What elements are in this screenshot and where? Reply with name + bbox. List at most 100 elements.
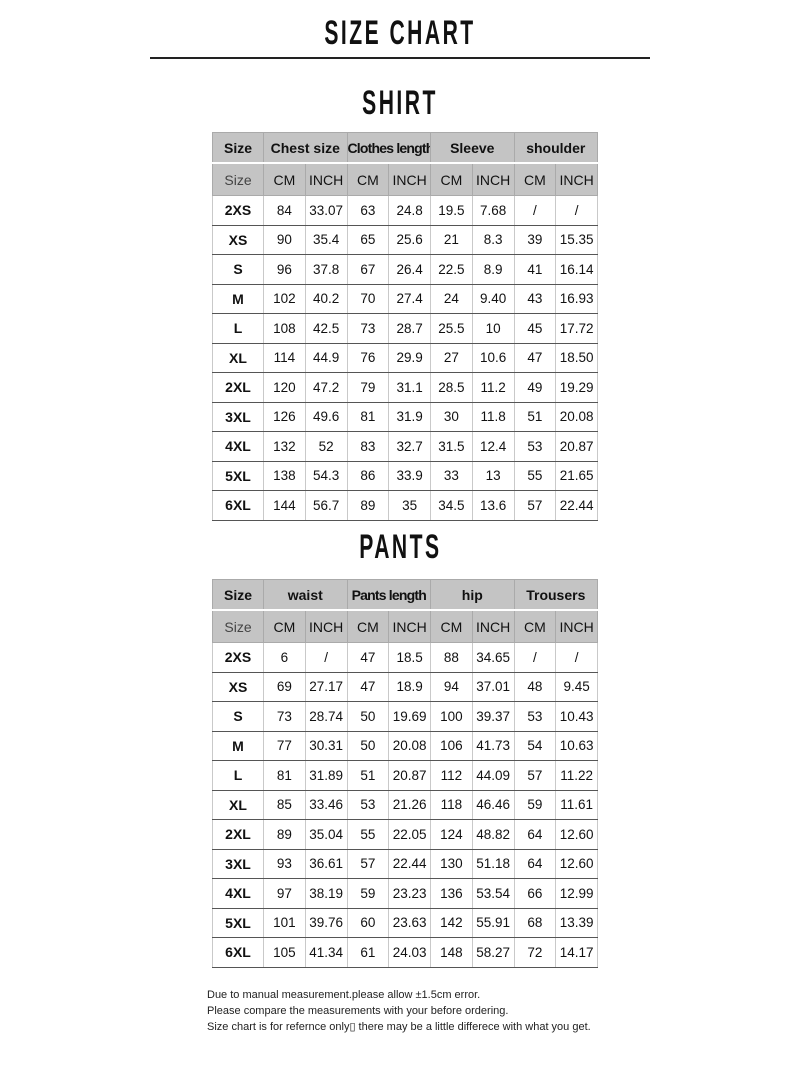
measurement-cell: 55 (346, 819, 390, 850)
measurement-cell: 20.87 (388, 760, 432, 791)
measurement-cell: 10.6 (471, 342, 515, 373)
measurement-cell: 20.08 (388, 730, 432, 761)
measurement-cell: 47 (346, 671, 390, 702)
table-row: 2XL 89 35.04 55 22.05 124 48.82 64 12.60 (212, 819, 599, 850)
table-row: XS 69 27.17 47 18.9 94 37.01 48 9.45 (212, 671, 599, 702)
measurement-cell: 16.93 (555, 283, 598, 314)
measurement-cell: 89 (346, 490, 390, 521)
table-row: XL 85 33.46 53 21.26 118 46.46 59 11.61 (212, 789, 599, 820)
measurement-cell: 81 (346, 401, 390, 432)
measurement-cell: 53 (513, 431, 557, 462)
measurement-cell: 54 (513, 730, 557, 761)
size-label-cell: 6XL (212, 937, 264, 968)
column-group-header: Clothes length (346, 132, 431, 164)
measurement-cell: 44.9 (304, 342, 348, 373)
page-title-text: SIZE CHART (324, 14, 476, 52)
measurement-cell: 27 (430, 342, 473, 373)
measurement-cell: 85 (263, 789, 306, 820)
measurement-cell: 26.4 (388, 254, 431, 285)
measurement-cell: 83 (346, 431, 390, 462)
measurement-cell: 43 (513, 283, 557, 314)
note-line: Size chart is for refernce only▯ there m… (207, 1021, 591, 1033)
pants-title-text: PANTS (358, 528, 442, 566)
measurement-cell: 24.8 (388, 195, 431, 226)
size-label-cell: M (212, 283, 264, 314)
measurement-cell: 51 (346, 760, 390, 791)
measurement-notes: Due to manual measurement.please allow ±… (207, 987, 591, 1035)
measurement-cell: 33.9 (388, 460, 431, 491)
table-row: 4XL 97 38.19 59 23.23 136 53.54 66 12.99 (212, 878, 599, 909)
measurement-cell: 9.45 (555, 671, 599, 702)
measurement-cell: 94 (430, 671, 473, 702)
measurement-cell: / (304, 642, 348, 673)
measurement-cell: 39 (513, 224, 557, 255)
measurement-cell: 41 (513, 254, 557, 285)
measurement-cell: 35.04 (304, 819, 348, 850)
measurement-cell: 106 (430, 730, 473, 761)
measurement-cell: 53 (513, 701, 557, 732)
size-label-cell: XS (212, 671, 264, 702)
unit-header-row: Size CM INCH CM INCH CM INCH CM INCH (212, 162, 598, 196)
measurement-cell: 31.9 (388, 401, 431, 432)
measurement-cell: 67 (346, 254, 390, 285)
measurement-cell: 19.5 (430, 195, 473, 226)
measurement-cell: 68 (513, 907, 557, 938)
measurement-cell: 15.35 (555, 224, 598, 255)
measurement-cell: 35.4 (304, 224, 348, 255)
measurement-cell: 142 (430, 907, 473, 938)
shirt-section-title: SHIRT (0, 84, 800, 123)
measurement-cell: 81 (263, 760, 306, 791)
size-label-cell: S (212, 701, 264, 732)
measurement-cell: 89 (263, 819, 306, 850)
note-line: Please compare the measurements with you… (207, 1005, 509, 1017)
measurement-cell: 69 (263, 671, 306, 702)
measurement-cell: 37.8 (304, 254, 348, 285)
measurement-cell: 77 (263, 730, 306, 761)
measurement-cell: 105 (263, 937, 306, 968)
unit-header: CM (263, 162, 306, 196)
measurement-cell: 45 (513, 313, 557, 344)
measurement-cell: 56.7 (304, 490, 348, 521)
measurement-cell: 42.5 (304, 313, 348, 344)
measurement-cell: 90 (263, 224, 306, 255)
measurement-cell: 24.03 (388, 937, 432, 968)
measurement-cell: 36.61 (304, 848, 348, 879)
table-row: S 96 37.8 67 26.4 22.5 8.9 41 16.14 (212, 254, 598, 285)
measurement-cell: / (555, 642, 599, 673)
column-group-header: Chest size (263, 132, 348, 164)
measurement-cell: 47 (346, 642, 390, 673)
unit-header: INCH (388, 609, 432, 643)
table-row: 2XL 120 47.2 79 31.1 28.5 11.2 49 19.29 (212, 372, 598, 403)
measurement-cell: 64 (513, 848, 557, 879)
measurement-cell: 108 (263, 313, 306, 344)
size-label-cell: L (212, 313, 264, 344)
measurement-cell: 39.76 (304, 907, 348, 938)
unit-header: CM (430, 609, 473, 643)
measurement-cell: 54.3 (304, 460, 348, 491)
unit-header: INCH (471, 162, 515, 196)
measurement-cell: 22.44 (388, 848, 432, 879)
measurement-cell: 100 (430, 701, 473, 732)
measurement-cell: 31.5 (430, 431, 473, 462)
table-row: S 73 28.74 50 19.69 100 39.37 53 10.43 (212, 701, 599, 732)
unit-header: CM (346, 609, 390, 643)
size-label-cell: 3XL (212, 848, 264, 879)
size-label-cell: XL (212, 342, 264, 373)
measurement-cell: 63 (346, 195, 390, 226)
table-row: 4XL 132 52 83 32.7 31.5 12.4 53 20.87 (212, 431, 598, 462)
measurement-cell: 46.46 (471, 789, 515, 820)
measurement-cell: 50 (346, 730, 390, 761)
shirt-title-text: SHIRT (362, 84, 438, 122)
measurement-cell: 55.91 (471, 907, 515, 938)
table-row: 6XL 105 41.34 61 24.03 148 58.27 72 14.17 (212, 937, 599, 968)
measurement-cell: 21.26 (388, 789, 432, 820)
measurement-cell: 148 (430, 937, 473, 968)
measurement-cell: 59 (346, 878, 390, 909)
measurement-cell: 118 (430, 789, 473, 820)
measurement-cell: 53.54 (471, 878, 515, 909)
measurement-cell: 33 (430, 460, 473, 491)
measurement-cell: 30.31 (304, 730, 348, 761)
size-label-cell: M (212, 730, 264, 761)
size-label-cell: S (212, 254, 264, 285)
measurement-cell: 13.6 (471, 490, 515, 521)
